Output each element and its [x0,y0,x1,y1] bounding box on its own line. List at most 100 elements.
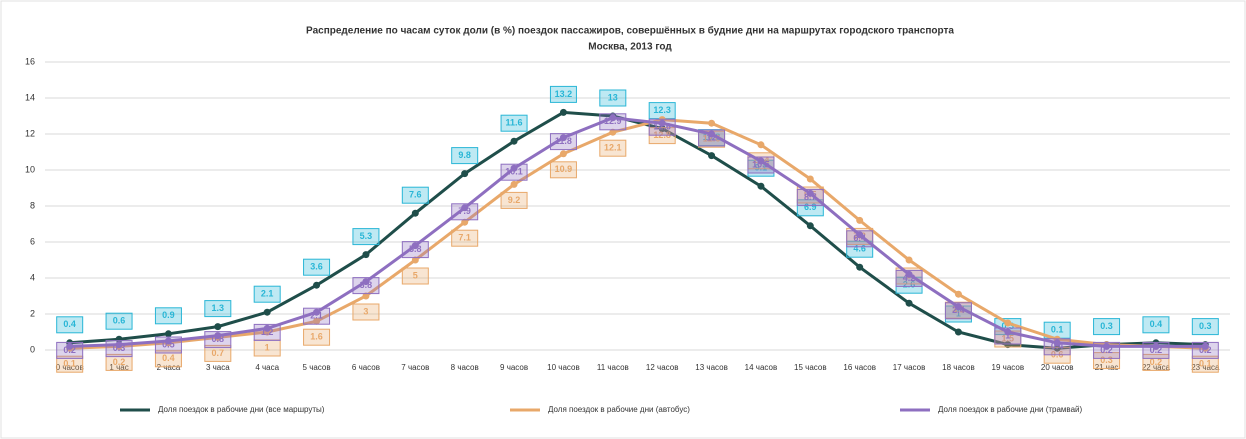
data-label: 11.8 [555,136,572,146]
data-label-box [1142,341,1170,359]
data-label-box [401,241,429,259]
data-point [1004,319,1012,327]
x-tick-label: 3 часа [206,363,230,372]
data-label: 1 [956,308,961,318]
data-point [510,164,518,172]
data-point [757,182,765,190]
y-tick-label: 8 [30,200,35,210]
x-tick-label: 18 часов [942,363,975,372]
data-label-box [549,85,577,103]
data-label-box [747,156,775,174]
data-label-box [154,307,182,325]
data-label: 0.1 [63,359,76,369]
data-point [658,125,666,133]
data-label: 0.2 [1150,357,1163,367]
x-tick-label: 2 часа [157,363,181,372]
x-tick-label: 5 часов [303,363,331,372]
data-point [905,270,913,278]
data-label-box [451,229,479,247]
data-point [313,308,321,316]
data-label-box [1043,338,1071,356]
legend-label: Доля поездок в рабочие дни (все маршруты… [158,405,325,414]
data-label: 0.4 [1150,319,1163,329]
data-label-box [1191,355,1219,373]
data-label: 7.1 [458,233,471,243]
data-label-box [846,230,874,248]
data-point [806,175,814,183]
data-label: 0.4 [162,353,175,363]
data-point [1053,344,1061,352]
data-label-box [648,118,676,136]
x-tick-label: 7 часов [401,363,429,372]
data-point [263,308,271,316]
data-label-box [451,147,479,165]
data-label-box [846,240,874,258]
y-tick-label: 14 [25,92,35,102]
x-tick-label: 0 часов [56,363,84,372]
data-label: 7.6 [409,190,422,200]
data-label-box [56,341,84,359]
data-label-box [500,191,528,209]
data-point [954,290,962,298]
x-tick-label: 19 часов [992,363,1025,372]
data-label-box [56,316,84,334]
data-point [461,170,469,178]
x-tick-label: 17 часов [893,363,926,372]
data-label: 8.7 [804,192,817,202]
x-tick-label: 10 часов [547,363,580,372]
data-label: 1.2 [261,327,274,337]
data-label-box [698,129,726,147]
x-tick-label: 14 часов [745,363,778,372]
data-label-box [944,302,972,320]
data-point [806,222,814,230]
data-label-box [253,323,281,341]
data-label: 6.9 [804,202,817,212]
data-label-box [303,307,331,325]
data-label-box [105,340,133,358]
data-label-box [500,114,528,132]
data-point [461,218,469,226]
chart-subtitle: Москва, 2013 год [588,42,672,53]
data-label: 11.6 [506,118,523,128]
data-label: 12.3 [653,105,671,115]
data-label: 13 [608,92,618,102]
data-point [856,263,864,271]
y-tick-label: 16 [25,56,35,66]
data-label: 7.9 [458,206,471,216]
data-point [559,134,567,142]
data-point [1103,342,1111,350]
data-point [411,209,419,217]
y-tick-label: 10 [25,164,35,174]
data-point [559,108,567,116]
data-point [263,324,271,332]
data-point [559,150,567,158]
data-point [214,323,222,331]
data-point [757,157,765,165]
data-point [856,216,864,224]
x-tick-label: 21 час [1095,363,1119,372]
data-label: 10.1 [505,167,523,177]
data-label-box [204,331,232,349]
data-label-box [1191,318,1219,336]
data-point [115,341,123,349]
data-label-box [105,312,133,330]
data-label: 12.9 [604,116,622,126]
data-label-box [1093,318,1121,336]
data-label: 6.4 [853,233,866,243]
data-label: 5.8 [409,244,422,254]
x-tick-label: 16 часов [843,363,876,372]
y-tick-label: 0 [30,344,35,354]
data-point [313,317,321,325]
data-point [164,337,172,345]
data-label: 0.3 [1100,355,1113,365]
data-label: 0.1 [1199,359,1212,369]
chart-title: Распределение по часам суток доли (в %) … [306,25,954,37]
data-label: 9.2 [508,195,521,205]
x-tick-label: 13 часов [695,363,728,372]
data-point [1053,339,1061,347]
data-label: 0.3 [113,343,126,353]
data-label: 9.8 [458,150,471,160]
x-tick-label: 15 часов [794,363,827,372]
data-label: 0.2 [1100,345,1113,355]
